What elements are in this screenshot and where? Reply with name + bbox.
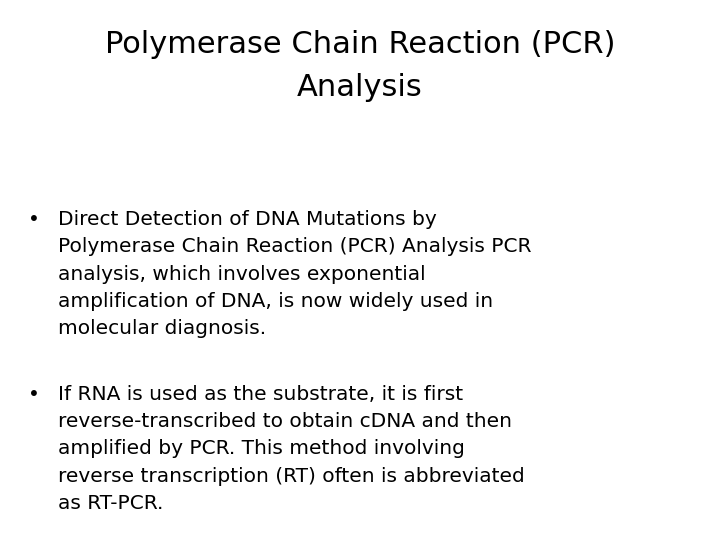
Text: •: •	[28, 385, 40, 404]
Text: If RNA is used as the substrate, it is first
reverse-transcribed to obtain cDNA : If RNA is used as the substrate, it is f…	[58, 385, 525, 513]
Text: •: •	[28, 210, 40, 229]
Text: Direct Detection of DNA Mutations by
Polymerase Chain Reaction (PCR) Analysis PC: Direct Detection of DNA Mutations by Pol…	[58, 210, 531, 338]
Text: Polymerase Chain Reaction (PCR)
Analysis: Polymerase Chain Reaction (PCR) Analysis	[104, 30, 616, 102]
